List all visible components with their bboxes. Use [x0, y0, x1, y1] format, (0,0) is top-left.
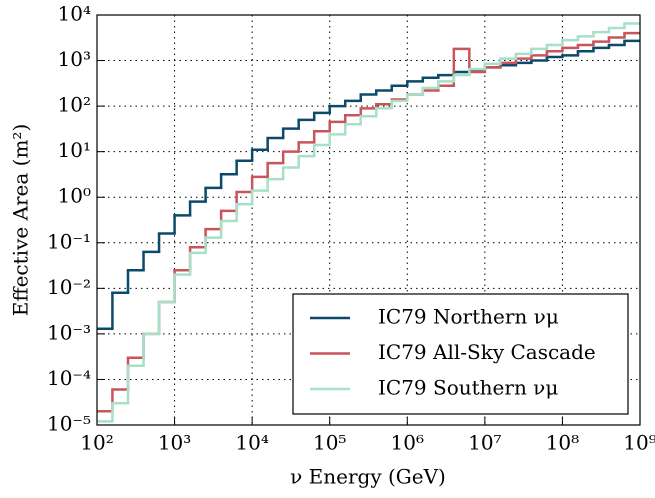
y-tick-label: 10⁻³: [47, 320, 91, 344]
x-tick-label: 10²: [80, 431, 113, 455]
x-tick-label: 10⁵: [313, 431, 346, 455]
y-tick-label: 10⁻⁵: [47, 412, 91, 436]
y-tick-label: 10¹: [58, 138, 91, 162]
y-tick-label: 10⁻²: [47, 275, 91, 299]
x-tick-label: 10⁷: [468, 431, 501, 455]
x-tick-label: 10⁴: [235, 431, 268, 455]
y-tick-label: 10⁴: [58, 2, 91, 26]
legend-label: IC79 All-Sky Cascade: [378, 340, 596, 364]
y-axis-label: Effective Area (m²): [9, 124, 33, 316]
y-tick-label: 10³: [58, 47, 91, 71]
x-tick-label: 10⁶: [391, 431, 424, 455]
x-axis-label: ν Energy (GeV): [290, 465, 446, 489]
x-tick-label: 10³: [158, 431, 191, 455]
y-tick-label: 10⁰: [58, 184, 91, 208]
plot-frame: [96, 14, 641, 426]
x-tick-label: 10⁸: [546, 431, 579, 455]
y-tick-label: 10²: [58, 93, 91, 117]
legend-label: IC79 Southern νμ: [378, 376, 558, 400]
legend-label: IC79 Northern νμ: [378, 305, 559, 329]
x-tick-label: 10⁹: [623, 431, 655, 455]
y-tick-label: 10⁻¹: [47, 229, 91, 253]
y-tick-label: 10⁻⁴: [47, 366, 91, 390]
